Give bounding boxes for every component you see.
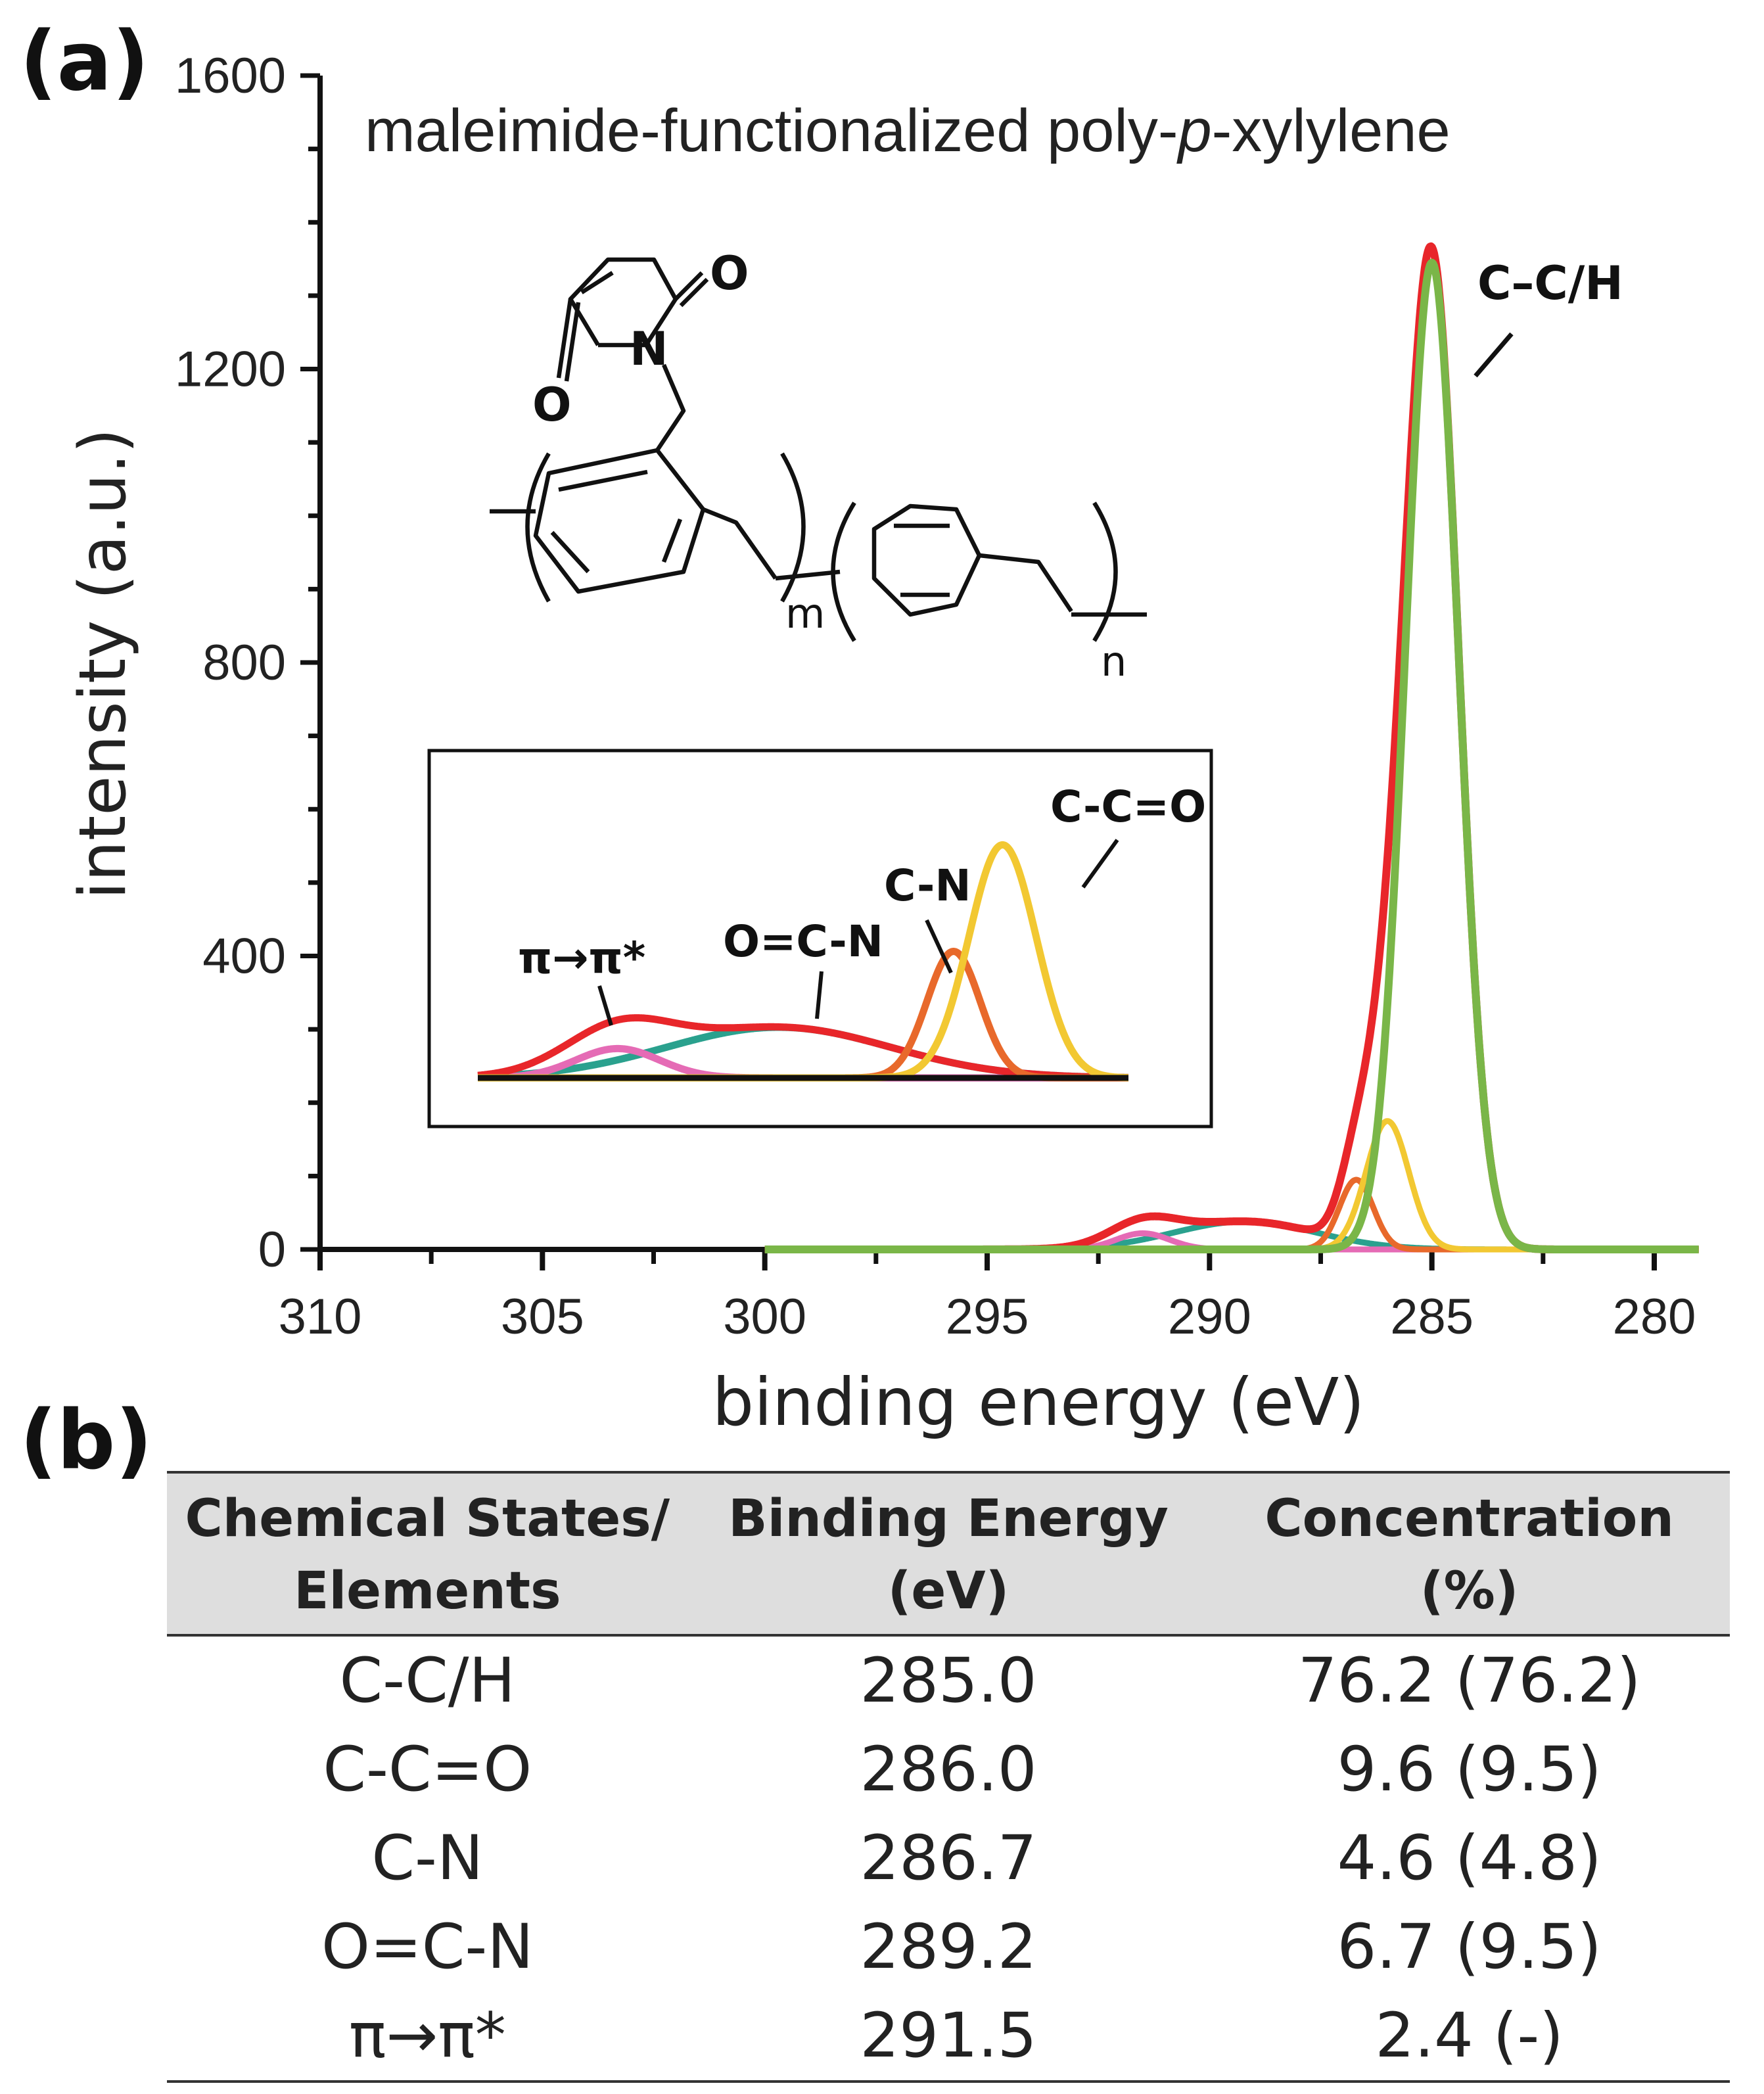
table-row: C-C/H 285.0 76.2 (76.2) (167, 1635, 1730, 1725)
n-methylene-bond (655, 363, 686, 452)
x-tick-label: 310 (279, 1289, 362, 1345)
table-row: C-N 286.7 4.6 (4.8) (167, 1814, 1730, 1903)
structure-o-right: O (710, 246, 749, 300)
structure-n: N (630, 322, 668, 376)
carbonyl-bond-left (556, 298, 573, 379)
x-tick-label: 305 (501, 1289, 584, 1345)
inset-label-cco: C-C=O (1050, 781, 1206, 832)
table-cell: 2.4 (-) (1375, 2000, 1564, 2072)
series-c-c-o-line (762, 1118, 1701, 1253)
benzene-left-inner-1 (558, 469, 648, 492)
carbonyl-bond-right-2 (679, 277, 709, 308)
header-line: (eV) (887, 1562, 1010, 1621)
x-tick-label: 290 (1168, 1289, 1251, 1345)
inset-leader-ocn (815, 971, 824, 1019)
series-c-n-line (762, 1176, 1701, 1253)
header-line: Concentration (1265, 1489, 1674, 1548)
chart-title-part-2: -xylylene (1212, 97, 1451, 164)
table-cell: C-N (371, 1823, 484, 1894)
table-cell: 285.0 (860, 1645, 1037, 1717)
table-cell: 289.2 (860, 1911, 1037, 1983)
annotation-c-c-h-leader (1474, 332, 1514, 378)
inset-label-ocn: O=C-N (723, 916, 883, 967)
y-axis-label: intensity (a.u.) (66, 429, 141, 900)
x-axis-label: binding energy (eV) (712, 1364, 1365, 1441)
structure-subscript-n: n (1101, 638, 1126, 686)
header-line: Elements (294, 1562, 561, 1621)
table-cell: C-C=O (323, 1734, 532, 1805)
series-c-c-h-line (762, 258, 1702, 1253)
right-ethylene-chain (979, 553, 1073, 613)
maleimide-double-bond (580, 271, 614, 294)
chart-title-italic-part: p (1176, 97, 1211, 164)
annotation-c-c-h: C–C/H (1477, 256, 1623, 310)
inset-label-pi: π→π* (518, 933, 645, 983)
left-bracket-open (525, 452, 551, 603)
chart-title-part-1: maleimide-functionalized poly- (365, 97, 1178, 164)
right-bracket-close (1092, 501, 1118, 642)
table-cell: 9.6 (9.5) (1337, 1734, 1602, 1805)
table-row: C-C=O 286.0 9.6 (9.5) (167, 1725, 1730, 1814)
benzene-left-inner-3 (550, 530, 590, 574)
chemical-structure (490, 257, 1147, 642)
y-tick-label: 800 (202, 635, 286, 691)
x-tick-label: 285 (1390, 1289, 1474, 1345)
carbonyl-bond-left-2 (564, 302, 581, 382)
chart-title: maleimide-functionalized poly-p-xylylene (365, 97, 1451, 164)
x-tick-label: 295 (946, 1289, 1029, 1345)
x-tick-label: 280 (1613, 1289, 1696, 1345)
table-cell: C-C/H (339, 1645, 516, 1717)
panel-a-label: (a) (20, 14, 150, 109)
header-line: (%) (1420, 1562, 1519, 1621)
axis-tick-labels: 310 305 300 295 290 285 280 0 400 800 1200 1600 (175, 48, 1696, 1345)
table-row: O=C-N 289.2 6.7 (9.5) (167, 1903, 1730, 1991)
carbonyl-bond-right (674, 271, 704, 301)
right-bracket-open (831, 501, 856, 642)
table-cell: O=C-N (321, 1911, 534, 1983)
table-cell: 291.5 (860, 2000, 1037, 2072)
header-chemical-states: Chemical States/ Elements (167, 1472, 688, 1635)
table-header-row: Chemical States/ Elements Binding Energy… (167, 1472, 1730, 1635)
benzene-ring-left (533, 448, 706, 594)
header-binding-energy: Binding Energy (eV) (688, 1472, 1209, 1635)
inset: π→π* O=C-N C-N C-C=O (427, 749, 1213, 1128)
concentration-table: Chemical States/ Elements Binding Energy… (167, 1471, 1730, 2083)
header-concentration: Concentration (%) (1209, 1472, 1730, 1635)
xps-chart: 310 305 300 295 290 285 280 0 400 800 1200 1600 bin… (66, 48, 1702, 1441)
table-cell: 4.6 (4.8) (1337, 1823, 1602, 1894)
inset-leader-cco (1081, 839, 1119, 889)
left-ethylene-chain (702, 507, 778, 580)
panel-b-label: (b) (20, 1393, 153, 1488)
table-row: π→π* 291.5 2.4 (-) (167, 1991, 1730, 2082)
table-cell: 6.7 (9.5) (1337, 1911, 1602, 1983)
table-cell: 76.2 (76.2) (1297, 1645, 1641, 1717)
benzene-ring-right (871, 503, 982, 617)
table-cell: 286.7 (860, 1823, 1037, 1894)
table-cell: 286.0 (860, 1734, 1037, 1805)
header-line: Chemical States/ (185, 1489, 670, 1548)
structure-subscript-m: m (785, 590, 825, 638)
inset-leader-cn (925, 919, 953, 974)
table-cell: π→π* (348, 2000, 506, 2072)
connecting-bond (775, 569, 841, 581)
series-o-c-n-line (762, 1219, 1701, 1253)
inset-leader-pi (597, 985, 613, 1026)
inset-label-cn: C-N (884, 860, 971, 911)
header-line: Binding Energy (728, 1489, 1169, 1548)
y-tick-label: 400 (202, 929, 286, 985)
chart-curves (762, 242, 1702, 1253)
left-bracket-close (780, 452, 806, 603)
y-tick-label: 1600 (175, 48, 286, 104)
y-tick-label: 1200 (175, 342, 286, 398)
structure-o-left: O (532, 378, 572, 432)
y-tick-label: 0 (258, 1222, 286, 1278)
benzene-left-inner-2 (661, 518, 683, 563)
xps-table: Chemical States/ Elements Binding Energy… (167, 1471, 1730, 2083)
x-tick-label: 300 (723, 1289, 806, 1345)
